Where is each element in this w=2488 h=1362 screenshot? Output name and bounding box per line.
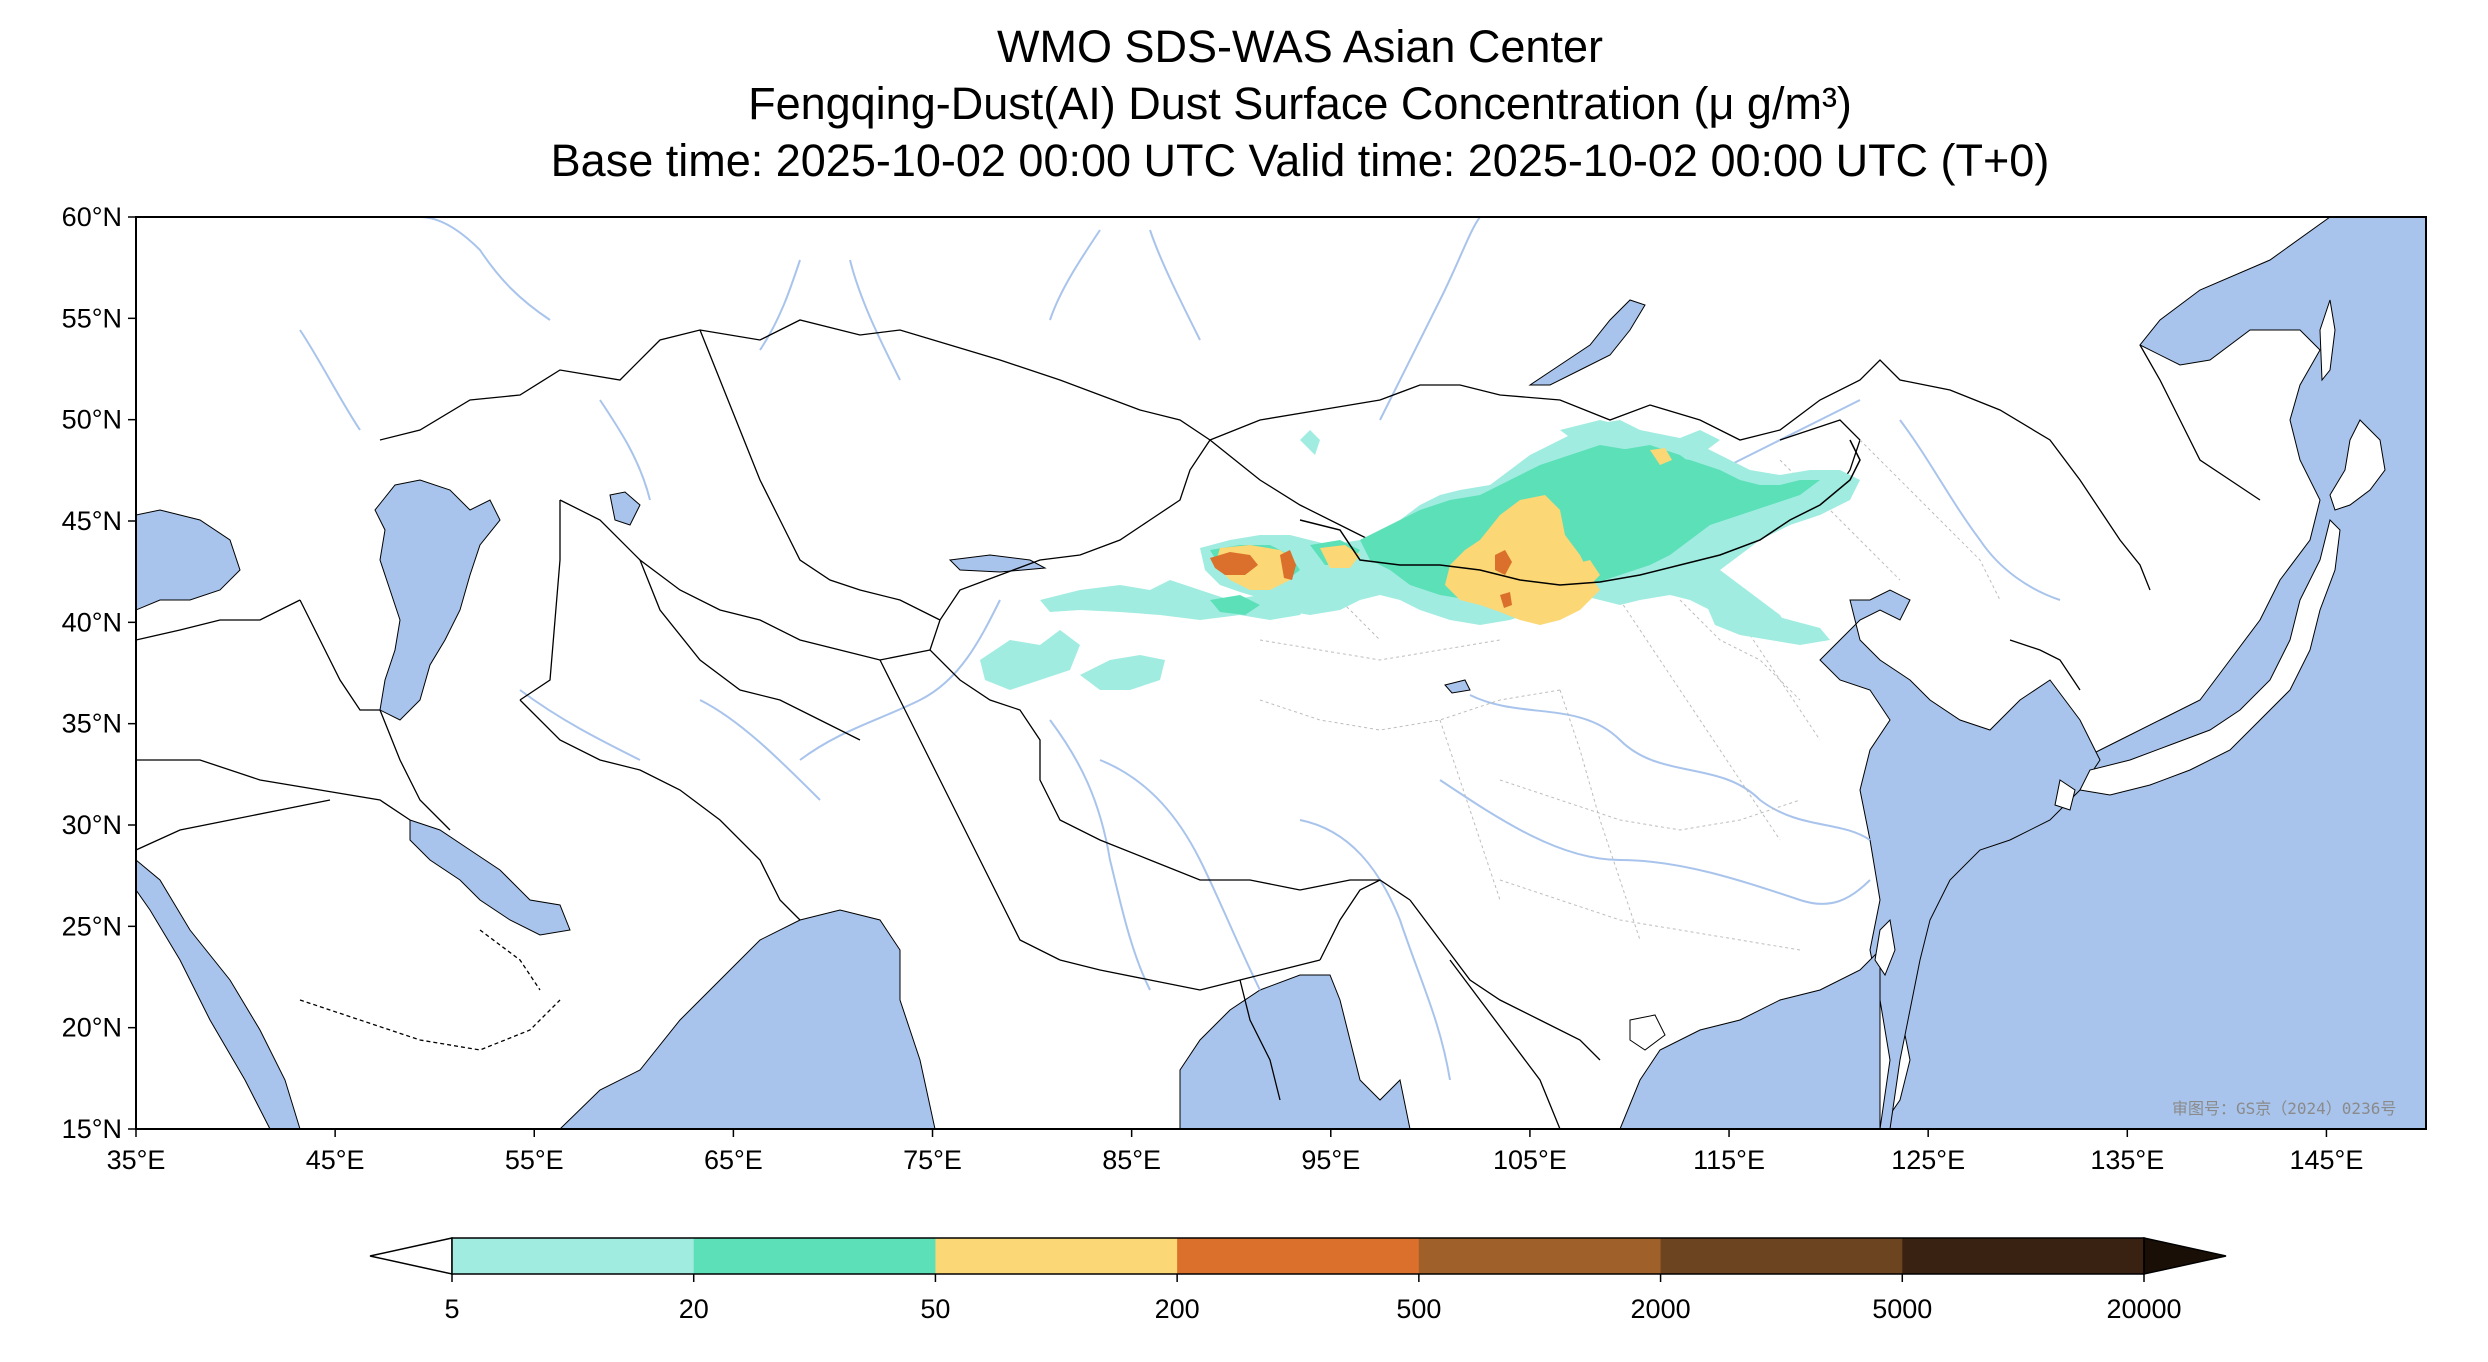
colorbar-segment — [935, 1238, 1178, 1274]
mongolia-china-border — [1299, 439, 1861, 586]
title-line-3: Base time: 2025-10-02 00:00 UTC Valid ti… — [550, 135, 2050, 186]
latitude-axis: 60°N 55°N 50°N 45°N 40°N 35°N 30°N 25°N 20°N 15°N — [62, 202, 136, 1144]
lon-tick-label: 85°E — [1102, 1145, 1161, 1175]
japan-hokkaido — [2329, 419, 2386, 511]
dust-contours — [980, 420, 1860, 690]
lat-tick-label: 60°N — [62, 202, 122, 232]
title-block: WMO SDS-WAS Asian Center Fengqing-Dust(A… — [0, 18, 2488, 189]
title-line-1: WMO SDS-WAS Asian Center — [997, 21, 1603, 72]
japan-honshu — [2079, 519, 2341, 796]
south-china-sea — [1619, 948, 1881, 1129]
lat-tick-label: 15°N — [62, 1114, 122, 1144]
japan-kyushu — [2054, 779, 2076, 811]
lon-tick-label: 125°E — [1891, 1145, 1965, 1175]
aral-sea — [609, 491, 641, 526]
colorbar-segment — [452, 1238, 695, 1274]
red-sea — [136, 859, 301, 1129]
colorbar-segment — [1418, 1238, 1662, 1274]
lat-tick-label: 30°N — [62, 810, 122, 840]
hainan — [1629, 1014, 1666, 1051]
islands-layer — [1629, 299, 2386, 1051]
lake-balkhash — [948, 554, 1047, 573]
colorbar: 5 20 50 200 500 2000 5000 20000 — [369, 1237, 2227, 1324]
lon-tick-label: 115°E — [1693, 1145, 1765, 1175]
lon-tick-label: 105°E — [1493, 1145, 1567, 1175]
persian-gulf — [409, 819, 571, 936]
lat-tick-label: 45°N — [62, 506, 122, 536]
arabian-sea — [559, 909, 936, 1129]
bay-of-bengal — [1179, 974, 1411, 1129]
lon-tick-label: 95°E — [1301, 1145, 1360, 1175]
lat-tick-label: 35°N — [62, 709, 122, 739]
country-borders — [136, 319, 2261, 1129]
title-line-2: Fengqing-Dust(AI) Dust Surface Concentra… — [748, 78, 1852, 129]
lon-tick-label: 45°E — [306, 1145, 365, 1175]
colorbar-extend-high — [2143, 1237, 2227, 1275]
lon-tick-label: 75°E — [903, 1145, 962, 1175]
lon-tick-label: 135°E — [2090, 1145, 2164, 1175]
lat-tick-label: 25°N — [62, 911, 122, 941]
colorbar-label: 50 — [920, 1294, 950, 1324]
ocean-layer — [136, 217, 2426, 1129]
lat-tick-label: 20°N — [62, 1013, 122, 1043]
dust-region-taklimakan-west — [980, 630, 1080, 690]
lon-tick-label: 55°E — [505, 1145, 564, 1175]
taiwan — [1874, 918, 1896, 977]
lake-baikal — [1528, 299, 1646, 386]
colorbar-label: 20000 — [2106, 1294, 2181, 1324]
colorbar-label: 500 — [1396, 1294, 1441, 1324]
map-frame — [135, 216, 2427, 1130]
lat-tick-label: 40°N — [62, 607, 122, 637]
lon-tick-label: 65°E — [704, 1145, 763, 1175]
rivers-layer — [299, 217, 2061, 1081]
yellow-sea — [1819, 589, 2101, 1129]
colorbar-frame — [451, 1237, 2145, 1275]
lon-tick-label: 145°E — [2290, 1145, 2364, 1175]
colorbar-segment — [1660, 1238, 1903, 1274]
longitude-axis: 35°E 45°E 55°E 65°E 75°E 85°E 95°E 105°E 115°E 12… — [107, 1129, 2364, 1175]
colorbar-label: 20 — [679, 1294, 709, 1324]
map-area[interactable]: 审图号：GS京（2024）0236号 — [136, 217, 2426, 1129]
lon-tick-label: 35°E — [107, 1145, 166, 1175]
lat-tick-label: 50°N — [62, 405, 122, 435]
map-watermark: 审图号：GS京（2024）0236号 — [2172, 1099, 2396, 1118]
colorbar-segment — [1177, 1238, 1420, 1274]
lat-tick-label: 55°N — [62, 303, 122, 333]
colorbar-segment — [1902, 1238, 2145, 1274]
colorbar-label: 5000 — [1872, 1294, 1932, 1324]
colorbar-extend-low — [369, 1237, 453, 1275]
black-sea — [136, 509, 241, 611]
caspian-sea — [374, 479, 501, 721]
colorbar-segment — [693, 1238, 936, 1274]
colorbar-label: 5 — [444, 1294, 459, 1324]
colorbar-label: 200 — [1155, 1294, 1200, 1324]
qinghai-lake — [1444, 679, 1471, 694]
colorbar-label: 2000 — [1631, 1294, 1691, 1324]
sakhalin — [2319, 299, 2336, 382]
